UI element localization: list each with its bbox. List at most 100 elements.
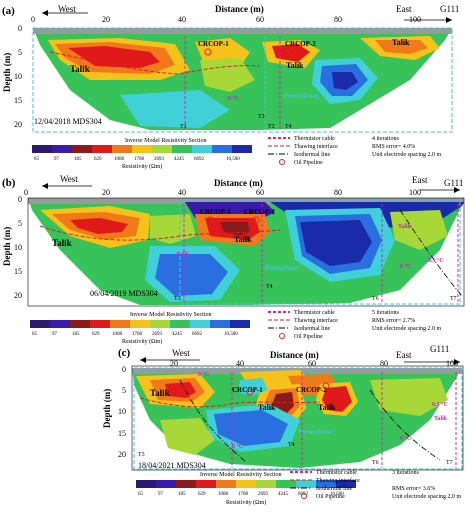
panel-c-legend-thawing: Thawing interface bbox=[316, 477, 360, 484]
panel-a-cb-tick: 1708 bbox=[134, 157, 145, 162]
panel-b-cb-tick: 629 bbox=[92, 332, 100, 337]
panel-b-thawing-interface bbox=[39, 225, 281, 241]
panel-a-distance-label: Distance (m) bbox=[215, 4, 264, 14]
panel-a-line-id: G111 bbox=[440, 4, 459, 14]
panel-c-legend-pipeline: Oil Pipeline bbox=[316, 494, 345, 500]
panel-b-east-arrowhead bbox=[454, 187, 460, 193]
panel-a-cb-tick: 2693 bbox=[154, 157, 165, 162]
panel-c-cb-tick: 629 bbox=[198, 492, 206, 497]
panel-c-letter: (c) bbox=[118, 347, 131, 359]
panel-b-xtick: 40 bbox=[178, 188, 186, 197]
panel-b-section-title: Inverse Model Resistivity Section bbox=[130, 312, 212, 318]
panel-c-ytick: 5 bbox=[122, 386, 126, 395]
panel-c-xtick: 60 bbox=[308, 359, 316, 368]
panel-c-stat: Unit electrode spacing 2.0 m bbox=[392, 494, 461, 500]
panel-b-xtick: 60 bbox=[256, 188, 264, 197]
panel-c-east: East bbox=[396, 350, 412, 360]
panel-a-talik: Talik bbox=[70, 64, 90, 74]
panel-a-legend: Thermistor cable Thawing interface Isoth… bbox=[268, 136, 441, 166]
panel-b-isothermal-line bbox=[399, 209, 463, 297]
panel-a-crcop1: CRCOP-1 bbox=[198, 40, 229, 48]
panel-a-legend-pipeline: Oil Pipeline bbox=[294, 160, 323, 166]
panel-b-talik: Talik bbox=[398, 224, 412, 230]
panel-b-legend-isothermal: Isothermal line bbox=[294, 326, 330, 332]
panel-b-crcop1: CRCOP-1 bbox=[200, 208, 231, 216]
panel-a-ytick: 10 bbox=[14, 72, 22, 81]
panel-c-west: West bbox=[172, 348, 190, 358]
panel-c-west-arrowhead bbox=[140, 357, 146, 363]
panel-b-talik: Talik bbox=[176, 252, 190, 258]
panel-a-legend-isothermal: Isothermal line bbox=[294, 152, 330, 158]
panel-c-frame bbox=[133, 367, 463, 470]
panel-b-permafrost: Permafrost bbox=[265, 264, 299, 272]
panel-a-legend-thawing: Thawing interface bbox=[294, 143, 338, 150]
panel-c-thermistor-label: T3 bbox=[138, 452, 145, 458]
panel-b-east: East bbox=[412, 175, 428, 185]
panel-c-thermistor-label: T4 bbox=[288, 442, 295, 448]
panel-c-talik: Talik bbox=[150, 388, 170, 398]
panel-a-isotherm-label: 0 °C bbox=[228, 95, 239, 102]
panel-a-xtick: 40 bbox=[178, 15, 186, 24]
panel-a-cb-tick: 1008 bbox=[114, 157, 125, 162]
panel-c-talik: Talik bbox=[434, 416, 448, 422]
panel-a-colorbar bbox=[32, 145, 252, 153]
panel-b-oil-pipeline bbox=[252, 216, 260, 224]
panel-b-stat: 5 iterations bbox=[372, 310, 399, 316]
panel-b-stat: Unit electrode spacing 2.0 m bbox=[372, 326, 441, 332]
panel-c-talik: Talik bbox=[318, 403, 336, 412]
panel-c-legend-isothermal: Isothermal line bbox=[316, 486, 352, 492]
panel-c-isothermal-line bbox=[369, 389, 441, 461]
panel-a-letter: (a) bbox=[2, 5, 15, 17]
panel-a-stat: RMS error= 4.0% bbox=[372, 144, 415, 150]
panel-b-talik: Talik bbox=[234, 235, 252, 244]
panel-a-ytick: 15 bbox=[14, 96, 22, 105]
panel-b-distance-label: Distance (m) bbox=[214, 178, 263, 188]
panel-c-ytick: 10 bbox=[118, 407, 126, 416]
panel-c-thermistor-label: T6 bbox=[372, 460, 379, 466]
panel-c-border bbox=[131, 365, 464, 471]
panel-c-xtick: 80 bbox=[380, 359, 388, 368]
panel-c-isotherm-label: 0.5 °C bbox=[432, 401, 448, 408]
panel-a-xtick: 80 bbox=[334, 15, 342, 24]
panel-b-west: West bbox=[60, 174, 78, 184]
panel-c-thawing-interface bbox=[139, 397, 321, 408]
panel-b-cb-tick: 4245 bbox=[172, 332, 183, 337]
panel-b-legend-thermistor: Thermistor cable bbox=[294, 310, 335, 316]
panel-b-colorbar bbox=[30, 320, 250, 328]
panel-c-permafrost: Permafrost bbox=[298, 428, 332, 436]
panel-a-resistivity-section bbox=[33, 28, 452, 130]
panel-a-thermistor-label: T4 bbox=[285, 124, 292, 130]
panel-b-xtick: 20 bbox=[102, 188, 110, 197]
panel-b-depth-label: Depth (m) bbox=[2, 227, 12, 266]
panel-b-stat: RMS error= 2.7% bbox=[372, 318, 415, 324]
panel-c: (c) West Distance (m) East G111 20 40 60… bbox=[102, 344, 464, 506]
panel-c-stat: RMS error= 3.6% bbox=[392, 486, 435, 492]
panel-b-resistivity-label: Resistivity (Ωm) bbox=[122, 338, 162, 345]
panel-c-cb-tick: 10,500 bbox=[330, 492, 344, 497]
panel-c-legend-thermistor: Thermistor cable bbox=[316, 470, 357, 476]
panel-c-section-title: Inverse Model Resistivity Section bbox=[200, 472, 282, 478]
panel-a-crcop2: CRCOP-2 bbox=[285, 40, 316, 48]
panel-c-colorbar bbox=[136, 480, 356, 488]
panel-c-ytick: 0 bbox=[122, 365, 126, 374]
panel-c-isotherm-label: 0 °C bbox=[400, 435, 411, 442]
panel-a-talik: Talik bbox=[392, 38, 410, 47]
panel-c-isothermal-line bbox=[179, 379, 247, 463]
panel-c-cb-tick: 97 bbox=[158, 492, 164, 497]
panel-c-oil-pipeline bbox=[322, 382, 330, 390]
panel-a-resistivity-label: Resistivity (Ωm) bbox=[122, 163, 162, 170]
panel-a-cb-tick: 185 bbox=[74, 157, 82, 162]
panel-b-legend: Thermistor cable Thawing interface Isoth… bbox=[268, 310, 441, 340]
panel-a-xtick: 20 bbox=[102, 15, 110, 24]
panel-b-xtick: 100 bbox=[409, 188, 421, 197]
panel-b-thermistor-label: T6 bbox=[372, 296, 379, 302]
panel-a-thawing-interface bbox=[49, 51, 261, 75]
panel-c-legend: Thermistor cable Thawing interface Isoth… bbox=[290, 470, 461, 500]
panel-a-ytick: 5 bbox=[18, 48, 22, 57]
panel-b-thermistor-label: T4 bbox=[266, 284, 273, 290]
panel-c-cb-tick: 2693 bbox=[258, 492, 269, 497]
panel-a-cb-tick: 4245 bbox=[174, 157, 185, 162]
panel-b-cb-tick: 185 bbox=[72, 332, 80, 337]
panel-a-thermistor-label: T1 bbox=[180, 124, 187, 130]
panel-b-cb-tick: 10,500 bbox=[224, 332, 238, 337]
